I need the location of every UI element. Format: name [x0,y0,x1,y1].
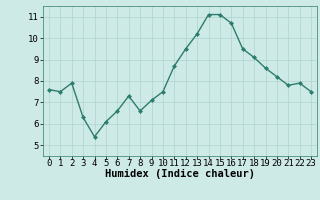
X-axis label: Humidex (Indice chaleur): Humidex (Indice chaleur) [105,169,255,179]
